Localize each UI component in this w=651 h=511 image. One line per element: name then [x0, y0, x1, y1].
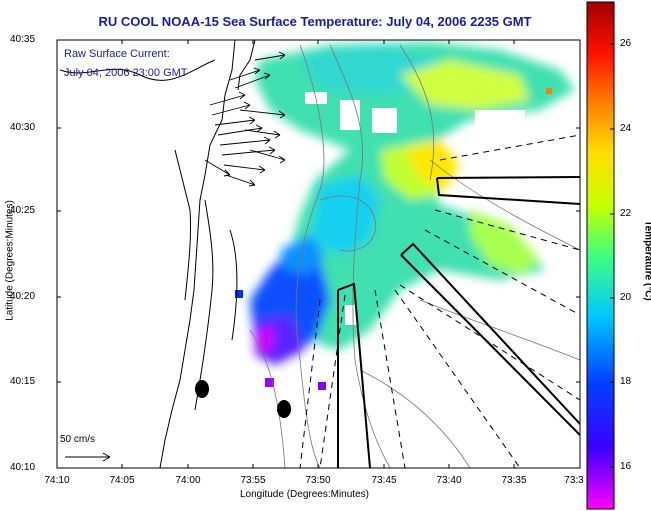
colorbar-tick-label: 22	[620, 208, 632, 219]
y-tick-label: 40:25	[10, 205, 36, 216]
annotation-line-1: Raw Surface Current:	[64, 48, 170, 60]
map-title: RU COOL NOAA-15 Sea Surface Temperature:…	[98, 14, 532, 29]
y-tick-label: 40:20	[10, 291, 36, 302]
scale-label: 50 cm/s	[60, 434, 96, 445]
survey-lines	[299, 134, 580, 468]
colorbar-tick-label: 24	[620, 123, 632, 134]
scale-arrow	[65, 452, 111, 462]
colorbar-ticks	[610, 43, 614, 468]
y-tick-label: 40:30	[10, 122, 36, 133]
bathymetry-contours	[249, 44, 580, 468]
x-tick-label: 73:55	[240, 475, 266, 486]
x-tick-label: 73:45	[371, 475, 397, 486]
y-axis-label: Latitude (Degrees:Minutes)	[4, 200, 16, 321]
colorbar-tick-label: 26	[620, 38, 632, 49]
x-tick-label: 74:10	[44, 475, 70, 486]
x-tick-label: 73:40	[436, 475, 462, 486]
axis-ticks	[56, 39, 581, 469]
colorbar	[586, 1, 615, 510]
x-tick-label: 73:50	[305, 475, 331, 486]
x-tick-label: 74:00	[175, 475, 201, 486]
x-axis-label: Longitude (Degrees:Minutes)	[240, 489, 369, 500]
coastline	[59, 40, 256, 468]
x-tick-label: 74:05	[109, 475, 135, 486]
colorbar-tick-label: 16	[620, 461, 632, 472]
colorbar-label: Temperature (°C)	[642, 220, 651, 301]
y-tick-label: 40:35	[10, 34, 36, 45]
colorbar-tick-label: 20	[620, 292, 632, 303]
colorbar-tick-label: 18	[620, 376, 632, 387]
annotation-line-2: July 04, 2006 23:00 GMT	[64, 67, 188, 79]
x-tick-label: 73:3	[564, 475, 584, 486]
y-tick-label: 40:10	[10, 462, 36, 473]
marker-ellipse	[195, 380, 209, 398]
y-tick-label: 40:15	[10, 376, 36, 387]
x-tick-label: 73:35	[501, 475, 527, 486]
sst-field	[235, 42, 575, 390]
surface-current-vectors	[204, 51, 286, 187]
marker-ellipse	[277, 400, 291, 418]
